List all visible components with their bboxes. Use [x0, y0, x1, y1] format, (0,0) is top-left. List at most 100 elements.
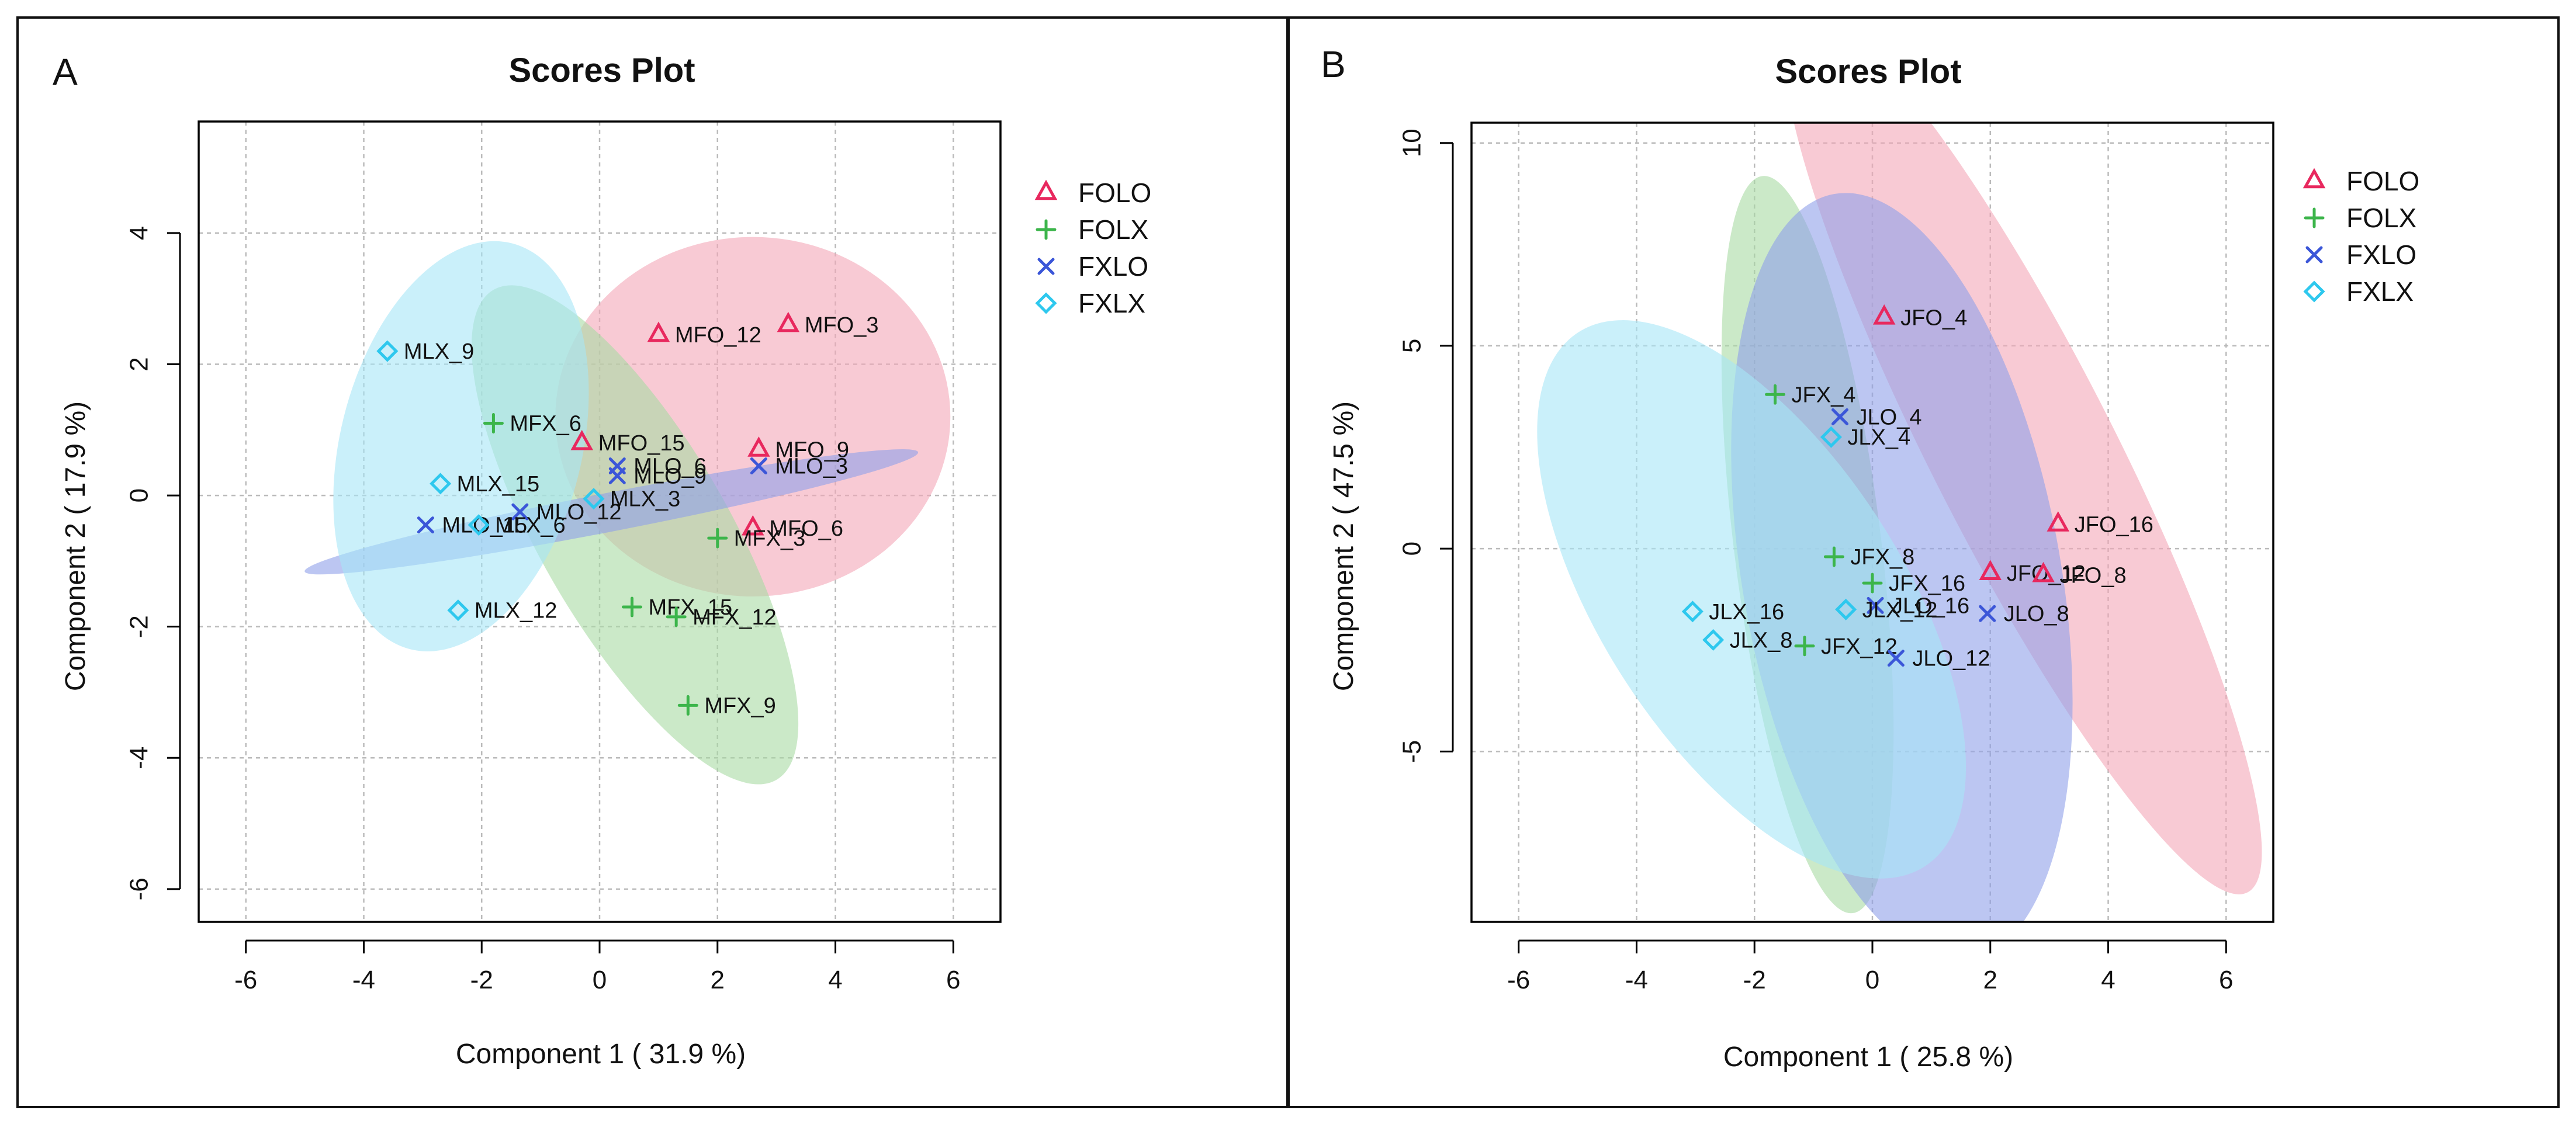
point-jfo-8: JFO_8	[2032, 561, 2127, 588]
point-label: JFO_8	[2060, 563, 2127, 588]
chart-b-title: Scores Plot	[1775, 53, 1961, 91]
chart-a-y-tick-label: 0	[125, 488, 154, 502]
legend-label: FOLO	[1078, 178, 1151, 208]
point-marker-folx	[1765, 384, 1786, 405]
point-label: JLO_8	[2004, 602, 2069, 626]
point-label: MFO_6	[769, 516, 843, 541]
point-mfx-12: MFX_12	[666, 605, 777, 630]
chart-b-x-tick-label: -6	[1507, 966, 1530, 994]
point-mfo-12: MFO_12	[647, 321, 761, 348]
point-mfx-6: MFX_6	[483, 412, 581, 436]
chart-a-title: Scores Plot	[508, 51, 695, 89]
point-label: MLO_15	[442, 514, 527, 538]
legend-label: FOLX	[2346, 203, 2416, 233]
point-marker-folo	[742, 515, 764, 536]
point-mlo-3: MLO_3	[750, 455, 848, 479]
legend-marker-fxlx	[1035, 292, 1057, 314]
point-label: MFO_12	[675, 323, 761, 348]
chart-a-y-axis: -6 -4 -2 0 2 4	[125, 226, 181, 900]
point-jfo-4: JFO_4	[1872, 304, 1967, 330]
chart-a-x-axis-label: Component 1 ( 31.9 %)	[456, 1039, 746, 1070]
point-marker-folo	[2047, 511, 2070, 532]
legend-label: FOLO	[2346, 166, 2419, 196]
chart-b-ellipse-fxlx	[1537, 320, 1966, 879]
legend-marker-fxlx	[2303, 280, 2325, 303]
chart-a-x-tick-label: 0	[593, 966, 607, 994]
chart-b-points: JFO_4JFO_16JFO_12JFO_8JFX_4JFX_8JFX_16JF…	[1681, 304, 2153, 671]
chart-a-y-tick-label: -6	[125, 877, 154, 900]
point-marker-folo	[1979, 560, 2002, 581]
point-label: MLX_6	[495, 514, 565, 538]
chart-a-y-tick-label: 2	[125, 357, 154, 371]
point-mlo-9: MLO_9	[608, 464, 707, 488]
point-label: MLO_3	[775, 455, 848, 479]
chart-a-ellipse-fxlx	[333, 241, 589, 651]
point-marker-fxlo	[750, 457, 767, 475]
chart-b-y-tick-label: 5	[1398, 339, 1427, 353]
point-marker-folx	[666, 606, 687, 627]
point-marker-fxlx	[1835, 598, 1857, 620]
point-marker-fxlo	[417, 516, 434, 534]
point-label: MLX_15	[457, 472, 540, 497]
point-label: MLX_9	[404, 339, 474, 364]
point-marker-folx	[1862, 573, 1883, 594]
point-label: JFX_16	[1889, 571, 1965, 596]
point-marker-fxlx	[1681, 601, 1704, 623]
point-marker-folo	[777, 311, 800, 332]
legend-marker-folx	[1036, 219, 1057, 240]
point-mlx-9: MLX_9	[376, 339, 474, 364]
point-mlx-12: MLX_12	[447, 599, 557, 623]
legend-label: FOLX	[1078, 214, 1148, 245]
point-marker-fxlx	[1702, 629, 1725, 651]
point-label: MLO_9	[633, 464, 707, 488]
point-mfx-9: MFX_9	[677, 693, 776, 718]
chart-b-legend-item-folo: FOLO	[2303, 166, 2419, 196]
chart-a-x-axis: -6 -4 -2 0 2 4 6	[234, 939, 961, 994]
chart-b-legend: FOLO FOLX FXLO FXLX	[2303, 166, 2419, 307]
point-mlx-6: MLX_6	[468, 514, 566, 538]
chart-b-x-tick-label: 6	[2219, 966, 2233, 994]
chart-b-x-tick-label: 0	[1865, 966, 1879, 994]
point-marker-fxlo	[1887, 650, 1905, 667]
legend-marker-folx	[2304, 207, 2325, 228]
point-label: MFX_15	[648, 595, 732, 620]
chart-a-x-tick-label: 4	[828, 966, 842, 994]
point-marker-fxlo	[608, 467, 626, 484]
chart-b-plot: -6 -4 -2 0 2 4 6-50510JFO_4JFO_16JFO_12JFO_8JF…	[1398, 122, 2274, 994]
point-marker-fxlo	[1831, 408, 1849, 425]
point-mlo-15: MLO_15	[417, 514, 527, 538]
point-jlo-8: JLO_8	[1979, 602, 2069, 626]
legend-label: FXLO	[1078, 251, 1148, 282]
chart-a-legend-item-folo: FOLO	[1034, 178, 1151, 208]
legend-label: FXLX	[2346, 276, 2414, 307]
point-label: MFX_3	[734, 526, 805, 551]
point-mlo-12: MLO_12	[511, 500, 622, 525]
point-marker-fxlx	[1820, 426, 1842, 448]
point-label: JFO_16	[2075, 512, 2153, 537]
point-marker-fxlx	[376, 340, 399, 362]
legend-label: FXLX	[1078, 288, 1145, 318]
point-jfo-16: JFO_16	[2047, 511, 2153, 537]
chart-b-x-tick-label: -2	[1743, 966, 1766, 994]
panel-a-letter: A	[53, 51, 78, 93]
chart-a-ellipses	[304, 237, 951, 785]
chart-b-x-tick-label: 4	[2101, 966, 2115, 994]
point-marker-folo	[647, 321, 670, 342]
chart-b-y-tick-label: -5	[1398, 740, 1427, 763]
point-label: JFO_4	[1900, 306, 1967, 330]
point-marker-fxlo	[1867, 596, 1884, 614]
chart-a-x-tick-label: -6	[234, 966, 257, 994]
chart-b-y-tick-label: 0	[1398, 542, 1427, 556]
point-marker-folx	[707, 528, 728, 549]
point-mfo-15: MFO_15	[570, 429, 685, 456]
chart-b-x-tick-label: 2	[1983, 966, 1997, 994]
chart-a-legend-item-fxlo: FXLO	[1037, 251, 1148, 282]
chart-a-legend-item-folx: FOLX	[1036, 214, 1148, 245]
point-mfo-6: MFO_6	[742, 515, 843, 541]
chart-a-x-tick-label: 2	[711, 966, 725, 994]
legend-label: FXLO	[2346, 240, 2416, 270]
point-jlo-16: JLO_16	[1867, 594, 1969, 618]
legend-marker-folo	[2303, 168, 2326, 189]
